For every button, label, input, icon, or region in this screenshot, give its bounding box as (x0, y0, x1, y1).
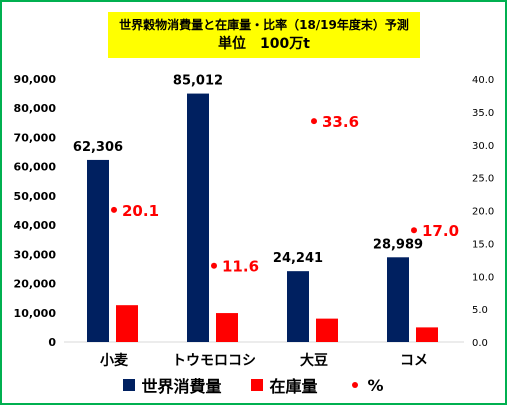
y-left-tick-label: 70,000 (14, 131, 57, 144)
bar-consumption (187, 93, 209, 342)
data-label-consumption: 85,012 (173, 74, 223, 89)
x-tick-label: 大豆 (300, 352, 328, 369)
legend-item-consumption: 世界消費量 (123, 373, 221, 397)
x-tick-label: コメ (400, 353, 428, 369)
legend-label-stock: 在庫量 (269, 377, 318, 396)
data-label-ratio: 33.6 (322, 113, 359, 131)
bar-consumption (287, 271, 309, 342)
point-ratio (411, 227, 417, 234)
point-ratio (111, 206, 117, 213)
legend-swatch-consumption (123, 379, 136, 391)
y-left-tick-label: 30,000 (14, 248, 57, 261)
data-label-ratio: 20.1 (122, 202, 159, 220)
point-ratio (211, 262, 217, 269)
legend-item-stock: 在庫量 (251, 373, 318, 397)
bar-stock (116, 305, 138, 342)
chart-title: 世界穀物消費量と在庫量・比率（18/19年度末）予測 (119, 18, 409, 32)
y-right-tick-label: 10.0 (472, 272, 494, 283)
y-left-tick-label: 50,000 (14, 190, 57, 203)
y-right-tick-label: 25.0 (472, 174, 494, 185)
bar-stock (216, 313, 238, 342)
bar-stock (416, 327, 438, 342)
y-right-tick-label: 20.0 (472, 207, 494, 218)
y-right-tick-label: 15.0 (472, 239, 494, 250)
y-left-tick-label: 0 (48, 336, 56, 349)
data-label-consumption: 28,989 (373, 237, 423, 252)
point-ratio (311, 118, 317, 125)
legend-label-consumption: 世界消費量 (141, 377, 222, 396)
y-right-tick-label: 0.0 (472, 338, 488, 349)
legend-swatch-stock (251, 379, 264, 391)
legend-item-ratio: % (348, 376, 384, 395)
data-label-consumption: 62,306 (73, 140, 123, 155)
y-right-tick-label: 40.0 (472, 75, 494, 86)
y-left-tick-label: 80,000 (14, 102, 57, 115)
y-right-tick-label: 35.0 (472, 108, 494, 119)
data-label-ratio: 17.0 (422, 222, 459, 240)
bar-consumption (387, 257, 409, 342)
chart-legend: 世界消費量 在庫量 % (2, 372, 505, 398)
x-tick-label: トウモロコシ (172, 353, 256, 369)
y-left-tick-label: 40,000 (14, 219, 57, 232)
x-tick-label: 小麦 (100, 352, 129, 369)
y-left-tick-label: 10,000 (14, 307, 57, 320)
y-left-tick-label: 20,000 (14, 278, 57, 291)
legend-swatch-ratio (351, 382, 358, 388)
data-label-ratio: 11.6 (222, 258, 259, 276)
bar-consumption (87, 159, 109, 342)
y-left-tick-label: 90,000 (14, 73, 57, 86)
y-left-tick-label: 60,000 (14, 161, 57, 174)
data-label-consumption: 24,241 (273, 251, 323, 266)
y-right-tick-label: 30.0 (472, 141, 494, 152)
chart-title-box: 世界穀物消費量と在庫量・比率（18/19年度末）予測 単位 100万t (108, 12, 420, 58)
chart-unit: 単位 100万t (218, 36, 310, 52)
bar-stock (316, 318, 338, 342)
legend-label-ratio: % (367, 375, 384, 395)
y-right-tick-label: 5.0 (472, 305, 488, 316)
